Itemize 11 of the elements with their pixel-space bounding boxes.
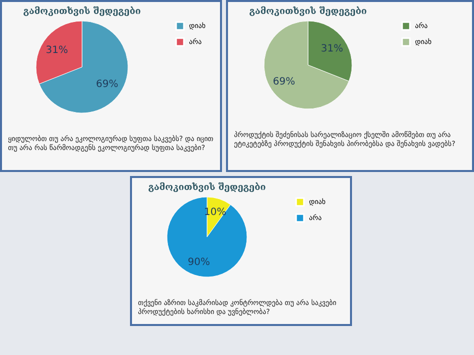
pie-slice — [264, 20, 350, 110]
chart-title: გამოკითხვის შედეგები — [23, 6, 142, 17]
pie-slice — [166, 196, 248, 278]
chart-title: გამოკითხვის შედეგები — [249, 6, 368, 17]
data-label: 31% — [46, 44, 68, 56]
data-label: 90% — [188, 257, 210, 268]
chart-title: გამოკითხვის შედეგები — [148, 182, 266, 193]
data-label: 69% — [272, 76, 296, 88]
data-label: 31% — [320, 44, 344, 55]
data-label: 69% — [96, 79, 118, 90]
pie-slice — [38, 20, 128, 114]
